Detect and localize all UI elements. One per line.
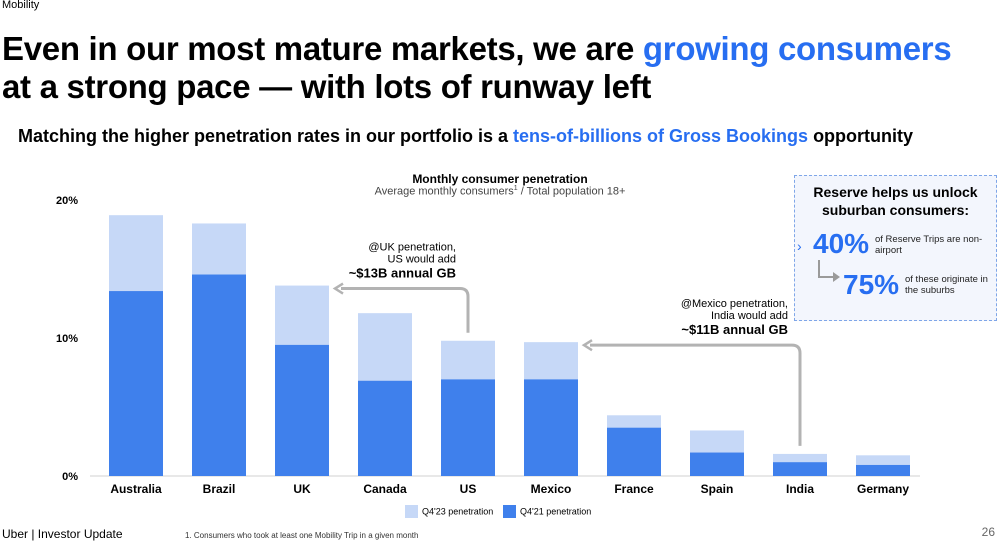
annotation-value: ~$11B annual GB — [681, 322, 788, 337]
subhead-highlight: tens-of-billions of Gross Bookings — [513, 126, 809, 146]
annotation-arrowhead — [332, 282, 344, 295]
page-title: Even in our most mature markets, we are … — [2, 30, 992, 106]
x-tick-label: France — [614, 482, 654, 496]
chart-subtitle-main: Average monthly consumers — [374, 185, 514, 198]
title-part-1: Even in our most mature markets, we are — [2, 30, 643, 67]
legend-swatch-q423 — [405, 505, 418, 518]
reserve-callout: Reserve helps us unlock suburban consume… — [794, 175, 997, 321]
annotation-value: ~$13B annual GB — [349, 266, 456, 281]
chevron-right-icon: › — [797, 238, 802, 254]
callout-title: Reserve helps us unlock suburban consume… — [813, 184, 978, 218]
legend-label-q421: Q4'21 penetration — [520, 506, 592, 517]
footer-brand: Uber | Investor Update — [2, 527, 123, 541]
chart-subtitle-tail: / Total population 18+ — [517, 185, 626, 198]
y-tick-label: 20% — [56, 195, 78, 207]
annotation-text: India would add — [711, 310, 788, 322]
bar-india-q421 — [773, 462, 827, 476]
x-tick-label: Germany — [857, 482, 909, 496]
footnote: 1. Consumers who took at least one Mobil… — [185, 531, 419, 540]
bar-mexico-q421 — [524, 379, 578, 476]
x-tick-label: US — [460, 482, 477, 496]
bar-australia-q421 — [109, 291, 163, 476]
chart-subtitle-footnote-mark: 1 — [513, 185, 518, 192]
annotation-text: @UK penetration, — [368, 242, 456, 254]
legend-label-q423: Q4'23 penetration — [422, 506, 494, 517]
page-number: 26 — [981, 525, 995, 539]
x-tick-label: Brazil — [203, 482, 236, 496]
bar-uk-q421 — [275, 344, 329, 476]
legend-swatch-q421 — [503, 505, 516, 518]
x-tick-label: Spain — [701, 482, 734, 496]
bar-france-q421 — [607, 427, 661, 476]
annotation-arrowhead — [581, 339, 593, 352]
subhead-part-2: opportunity — [808, 126, 914, 146]
section-label: Mobility — [2, 0, 40, 11]
x-tick-label: UK — [293, 482, 311, 496]
bar-canada-q421 — [358, 380, 412, 476]
bar-us-q421 — [441, 379, 495, 476]
title-part-2: at a strong pace — with lots of runway l… — [2, 68, 652, 105]
elbow-arrow-icon — [818, 260, 840, 282]
annotation-text: US would add — [388, 254, 457, 266]
annotation-text: @Mexico penetration, — [681, 298, 788, 310]
stat-75-text: of these originate in the suburbs — [905, 274, 988, 296]
stat-75-value: 75% — [843, 269, 900, 300]
chart-subtitle: Average monthly consumers1 / Total popul… — [320, 185, 680, 198]
subhead-part-1: Matching the higher penetration rates in… — [18, 126, 514, 146]
legend-item-q421: Q4'21 penetration — [503, 505, 591, 518]
annotation-arrow-line — [590, 343, 802, 446]
annotation-arrow-line — [341, 287, 470, 333]
bar-germany-q421 — [856, 464, 910, 476]
x-tick-label: Mexico — [531, 482, 572, 496]
chart-title: Monthly consumer penetration — [412, 172, 588, 186]
stat-40-text: of Reserve Trips are non-airport — [875, 234, 983, 256]
y-tick-label: 10% — [56, 333, 78, 345]
x-tick-label: Canada — [363, 482, 407, 496]
subheading: Matching the higher penetration rates in… — [18, 126, 913, 147]
x-tick-label: Australia — [110, 482, 162, 496]
bar-brazil-q421 — [192, 274, 246, 476]
stat-40-value: 40% — [813, 228, 870, 259]
bar-spain-q421 — [690, 452, 744, 476]
y-tick-label: 0% — [62, 471, 78, 483]
title-highlight: growing consumers — [642, 30, 952, 67]
legend-item-q423: Q4'23 penetration — [405, 505, 493, 518]
x-tick-label: India — [786, 482, 814, 496]
